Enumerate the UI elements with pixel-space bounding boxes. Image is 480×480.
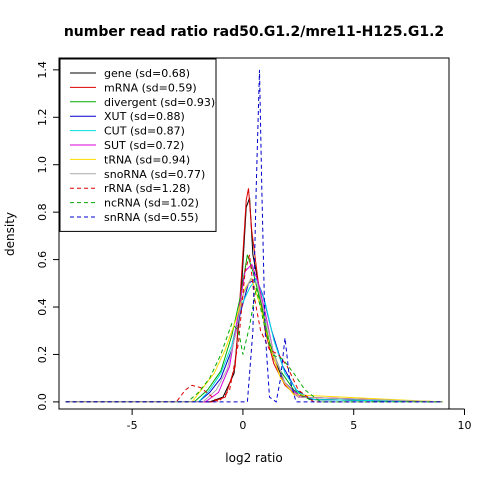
- series-line-6: [65, 277, 443, 403]
- y-tick-label: 0.6: [36, 251, 49, 269]
- x-tick-label: -5: [127, 419, 138, 432]
- series-line-2: [65, 254, 443, 403]
- y-tick-label: 1.2: [36, 109, 49, 127]
- series-group: [65, 69, 443, 403]
- x-tick-label: 10: [458, 419, 472, 432]
- legend-label: CUT (sd=0.87): [104, 125, 185, 138]
- legend-label: tRNA (sd=0.94): [104, 153, 190, 166]
- y-axis-label: density: [3, 212, 17, 256]
- series-line-10: [65, 69, 443, 403]
- y-tick-label: 0.8: [36, 203, 49, 221]
- chart-title: number read ratio rad50.G1.2/mre11-H125.…: [64, 24, 444, 40]
- x-axis-label: log2 ratio: [225, 451, 282, 465]
- y-tick-label: 0.0: [36, 393, 49, 411]
- legend-label: divergent (sd=0.93): [104, 96, 215, 109]
- series-line-3: [65, 277, 443, 403]
- legend: gene (sd=0.68)mRNA (sd=0.59) divergent (s…: [59, 58, 217, 232]
- series-line-7: [65, 277, 443, 403]
- series-line-9: [65, 287, 443, 403]
- y-axis: 0.0 0.2 0.4 0.6 0.8 1.0 1.2 1.4: [36, 61, 60, 411]
- series-line-4: [65, 277, 443, 403]
- legend-label: gene (sd=0.68): [104, 67, 190, 80]
- y-tick-label: 1.0: [36, 156, 49, 174]
- legend-label: ncRNA (sd=1.02): [104, 197, 199, 210]
- legend-label: mRNA (sd=0.59): [104, 81, 197, 94]
- y-tick-label: 0.4: [36, 298, 49, 316]
- series-line-8: [65, 254, 443, 403]
- y-tick-label: 1.4: [36, 61, 49, 79]
- legend-label: SUT (sd=0.72): [104, 139, 184, 152]
- x-tick-label: 5: [350, 419, 357, 432]
- legend-label: rRNA (sd=1.28): [104, 182, 190, 195]
- y-tick-label: 0.2: [36, 346, 49, 364]
- legend-label: XUT (sd=0.88): [104, 110, 185, 123]
- x-tick-label: 0: [239, 419, 246, 432]
- legend-label: snRNA (sd=0.55): [104, 211, 199, 224]
- x-axis: -5 0 5 10: [127, 408, 472, 432]
- legend-label: snoRNA (sd=0.77): [104, 168, 205, 181]
